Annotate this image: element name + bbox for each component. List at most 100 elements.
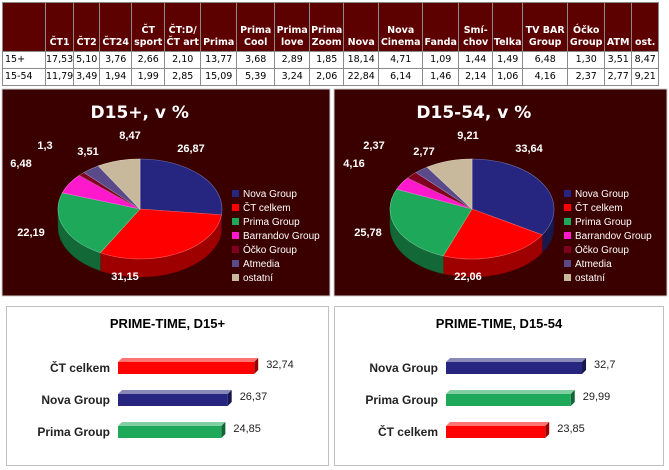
table-header-text: chov [463, 37, 489, 48]
bar [446, 362, 583, 374]
legend-label: ostatní [575, 273, 605, 284]
bar-top [446, 358, 587, 362]
table-header-text: Prima [311, 25, 343, 36]
table-header-cell: ČT1 [44, 2, 75, 52]
pie-value-label: 33,64 [515, 143, 543, 155]
table-header-cell: TV BAR Group [522, 2, 569, 52]
table-header-text: ČT1 [49, 37, 70, 48]
bar-value-label: 32,7 [594, 359, 615, 371]
table-header-text: love [280, 37, 304, 48]
legend-swatch [564, 204, 571, 211]
table-cell: 13,77 [200, 51, 238, 69]
bar-category-label: Nova Group [41, 393, 110, 407]
bar-value-label: 32,74 [266, 359, 294, 371]
bar [118, 362, 255, 374]
table-header-text: Smí- [463, 25, 488, 36]
bar-chart-frame [6, 306, 329, 466]
share-table: ČT1 ČT2 ČT24 ČT sport ČT:D/ČT art Prima Prima Co… [2, 2, 660, 86]
pie-value-label: 1,3 [37, 140, 52, 152]
legend-swatch [232, 246, 239, 253]
table-cell: 3,68 [236, 51, 276, 69]
pie-value-label: 22,06 [454, 271, 482, 283]
table-header-text: ATM [606, 37, 630, 48]
table-header-text: sport [134, 37, 163, 48]
bar-side [227, 390, 232, 406]
legend-label: Barrandov Group [243, 231, 320, 242]
table-cell: 4,16 [522, 68, 569, 86]
legend-swatch [564, 232, 571, 239]
table-cell: 1,44 [458, 51, 494, 69]
pie-slice [471, 158, 555, 236]
pie-slice [389, 188, 473, 257]
table-cell: 2,10 [164, 51, 202, 69]
legend-swatch [232, 274, 239, 281]
table-header-text: Group [569, 37, 603, 48]
bar-top [118, 422, 226, 426]
table-header-text: Prima [240, 25, 272, 36]
legend-swatch [564, 260, 571, 267]
bar-chart-title: PRIME-TIME, D15-54 [436, 316, 563, 331]
table-header-cell: Telka [492, 2, 524, 52]
bar-side [582, 358, 587, 374]
table-header-cell: Nova [343, 2, 380, 52]
table-cell: 1,30 [567, 51, 606, 69]
table-header-text: Nova [347, 37, 375, 48]
table-header-cell: Nova Cinema [378, 2, 424, 52]
table-cell: 22,84 [343, 68, 380, 86]
table-header-text: Fanda [424, 37, 457, 48]
pie-value-label: 3,51 [77, 146, 98, 158]
pie-value-label: 26,87 [177, 143, 205, 155]
bar-category-label: Prima Group [365, 393, 438, 407]
table-cell: 3,24 [274, 68, 311, 86]
table-header-text: ČT [141, 25, 155, 36]
table-cell: 3,49 [73, 68, 101, 86]
table-header-cell: Fanda [422, 2, 460, 52]
table-header-cell: Óčko Group [567, 2, 606, 52]
table-header-text: Group [528, 37, 562, 48]
table-cell: 9,21 [631, 68, 660, 86]
table-cell: 2,66 [131, 51, 166, 69]
pie-title: D15-54, v % [416, 103, 531, 123]
table-header-text: Cool [244, 37, 268, 48]
table-header-cell: ost. [631, 2, 660, 52]
table-header-cell: ATM [604, 2, 633, 52]
legend-label: Prima Group [243, 217, 300, 228]
table-cell: 2,06 [309, 68, 345, 86]
bar-value-label: 29,99 [583, 391, 611, 403]
legend-swatch [232, 232, 239, 239]
table-header-cell: ČT24 [99, 2, 133, 52]
bar [118, 394, 228, 406]
table-header-cell: Prima [200, 2, 238, 52]
bar-top [118, 358, 259, 362]
bar [118, 426, 222, 438]
table-header-text: Óčko [573, 25, 600, 36]
legend-swatch [564, 246, 571, 253]
table-cell: 2,14 [458, 68, 494, 86]
table-header-text: ČT:D/ [168, 25, 197, 36]
legend-label: Prima Group [575, 217, 632, 228]
pie-slice [57, 192, 141, 254]
table-cell: 4,71 [378, 51, 424, 69]
table-cell: 8,47 [631, 51, 660, 69]
bar-side [221, 422, 226, 438]
table-header-row: ČT1 ČT2 ČT24 ČT sport ČT:D/ČT art Prima Prima Co… [2, 2, 660, 52]
table-header-cell: ČT sport [131, 2, 166, 52]
table-header-text: ČT art [166, 37, 199, 48]
table-row-label: 15+ [2, 51, 46, 69]
bar-value-label: 26,37 [240, 391, 268, 403]
table-cell: 2,85 [164, 68, 202, 86]
legend-swatch [564, 190, 571, 197]
pie-chart-15plus: D15+, v % 26,87 31,15 22,19 6,48 1,3 3,51 8,47 N… [1, 88, 331, 297]
table-row-label: 15-54 [2, 68, 46, 86]
legend-label: ČT celkem [575, 201, 623, 214]
table-header-text: ČT24 [102, 37, 130, 48]
table-header-text: Cinema [380, 37, 421, 48]
legend-label: Atmedia [243, 259, 280, 270]
table-cell: 3,51 [604, 51, 633, 69]
table-cell: 17,53 [44, 51, 75, 69]
table-cell: 6,48 [522, 51, 569, 69]
pie-value-label: 9,21 [457, 130, 478, 142]
bar-top [118, 390, 232, 394]
pie-slice [139, 158, 223, 216]
table-header-text: Prima [203, 37, 235, 48]
